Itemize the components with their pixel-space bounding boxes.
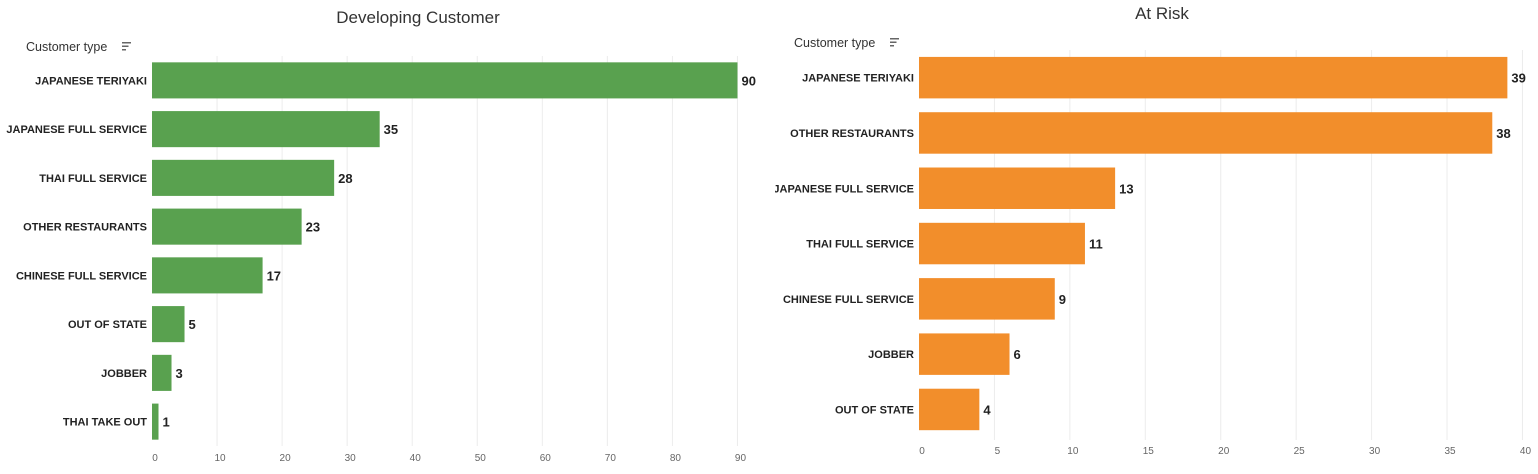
data-label: 23 (306, 220, 320, 235)
data-label: 6 (1014, 347, 1021, 362)
x-tick-label: 40 (410, 453, 422, 464)
category-label: CHINESE FULL SERVICE (16, 270, 147, 282)
sort-icon[interactable] (122, 42, 131, 51)
x-tick-label: 30 (345, 453, 357, 464)
data-label: 1 (163, 415, 170, 430)
x-tick-label: 35 (1444, 446, 1456, 457)
developing-customer-svg: JAPANESE TERIYAKI JAPANESE FULL SERVICE TH… (6, 8, 756, 464)
bar[interactable] (152, 159, 335, 196)
category-label: THAI FULL SERVICE (806, 239, 914, 251)
x-tick-label: 50 (475, 453, 487, 464)
bar[interactable] (152, 257, 263, 294)
x-tick-label: 80 (670, 453, 682, 464)
bar[interactable] (919, 278, 1055, 320)
bar[interactable] (919, 112, 1493, 154)
bar[interactable] (919, 167, 1116, 209)
category-label: JOBBER (868, 349, 914, 361)
bar[interactable] (919, 388, 980, 431)
data-label: 4 (983, 402, 991, 417)
bar[interactable] (919, 56, 1508, 99)
x-tick-label: 5 (995, 446, 1001, 457)
x-tick-label: 30 (1369, 446, 1381, 457)
data-label: 90 (741, 73, 755, 88)
x-tick-label: 20 (280, 453, 292, 464)
bar[interactable] (152, 403, 159, 440)
data-label: 5 (189, 317, 196, 332)
category-label: JAPANESE TERIYAKI (35, 75, 147, 87)
at-risk-svg: JAPANESE TERIYAKI OTHER RESTAURANTS JAPANE… (775, 4, 1532, 457)
category-label: OTHER RESTAURANTS (790, 128, 914, 140)
x-tick-label: 90 (735, 453, 747, 464)
x-tick-label: 15 (1143, 446, 1155, 457)
category-label: OTHER RESTAURANTS (23, 222, 147, 234)
bar[interactable] (152, 111, 380, 148)
field-label: Customer type (794, 36, 875, 50)
category-label: THAI TAKE OUT (63, 417, 147, 429)
x-tick-label: 10 (1067, 446, 1079, 457)
bar[interactable] (152, 354, 172, 391)
category-label: JAPANESE FULL SERVICE (6, 124, 147, 136)
data-label: 17 (267, 268, 281, 283)
chart-title: Developing Customer (336, 8, 500, 27)
data-label: 28 (338, 171, 352, 186)
x-tick-label: 20 (1218, 446, 1230, 457)
bar[interactable] (152, 306, 185, 343)
category-label: THAI FULL SERVICE (39, 173, 147, 185)
data-label: 38 (1496, 126, 1510, 141)
x-tick-label: 70 (605, 453, 617, 464)
category-label: OUT OF STATE (835, 404, 914, 416)
bar[interactable] (919, 222, 1085, 265)
data-label: 35 (384, 122, 398, 137)
data-label: 13 (1119, 181, 1133, 196)
category-label: JOBBER (101, 368, 147, 380)
x-tick-label: 10 (214, 453, 226, 464)
field-label: Customer type (26, 40, 107, 54)
data-label: 9 (1059, 292, 1066, 307)
data-label: 11 (1089, 237, 1103, 252)
category-label: CHINESE FULL SERVICE (783, 294, 914, 306)
data-label: 39 (1511, 71, 1525, 86)
bar[interactable] (152, 208, 302, 245)
x-tick-label: 60 (540, 453, 552, 464)
bar[interactable] (152, 62, 738, 99)
category-label: JAPANESE FULL SERVICE (775, 183, 914, 195)
at-risk-chart: JAPANESE TERIYAKI OTHER RESTAURANTS JAPANE… (775, 0, 1538, 474)
x-tick-label: 0 (152, 453, 158, 464)
bar[interactable] (919, 333, 1010, 375)
category-label: JAPANESE TERIYAKI (802, 73, 914, 85)
sort-icon[interactable] (890, 38, 899, 47)
x-tick-label: 25 (1294, 446, 1306, 457)
category-label: OUT OF STATE (68, 319, 147, 331)
data-label: 3 (176, 366, 183, 381)
x-tick-label: 40 (1520, 446, 1532, 457)
chart-title: At Risk (1135, 4, 1189, 23)
x-tick-label: 0 (919, 446, 925, 457)
developing-customer-chart: JAPANESE TERIYAKI JAPANESE FULL SERVICE TH… (6, 8, 756, 464)
